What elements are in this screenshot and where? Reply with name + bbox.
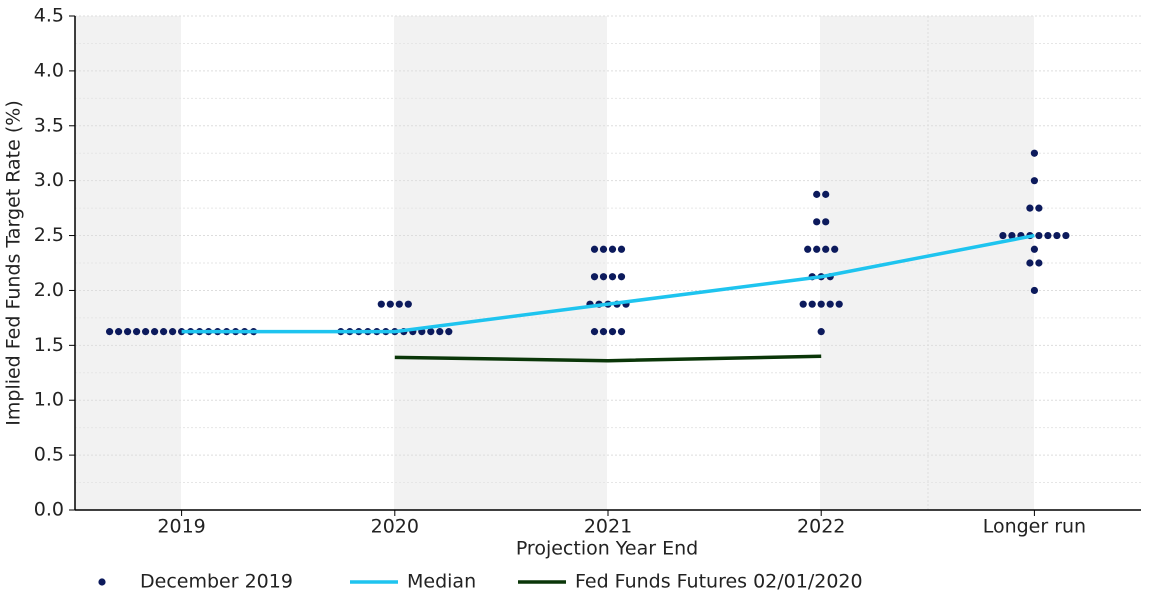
dot bbox=[817, 328, 825, 336]
y-tick-label: 0.5 bbox=[34, 444, 64, 466]
dot bbox=[813, 218, 821, 226]
dot bbox=[1053, 231, 1061, 240]
x-tick-label: 2020 bbox=[371, 516, 419, 538]
dot bbox=[599, 328, 608, 336]
x-tick-label: 2019 bbox=[157, 516, 205, 538]
dot bbox=[395, 300, 403, 308]
dot bbox=[151, 328, 159, 336]
dot bbox=[1030, 177, 1038, 185]
dot bbox=[1008, 231, 1016, 240]
dot bbox=[106, 328, 114, 336]
legend-label: Fed Funds Futures 02/01/2020 bbox=[575, 571, 863, 593]
dot bbox=[133, 328, 141, 336]
dot bbox=[831, 245, 839, 253]
dot bbox=[1030, 149, 1038, 157]
legend-symbol bbox=[98, 578, 106, 586]
dot bbox=[160, 328, 168, 336]
dot bbox=[436, 328, 444, 336]
dot bbox=[377, 300, 385, 308]
line bbox=[181, 233, 1035, 334]
dot bbox=[813, 245, 821, 253]
y-tick-label: 2.5 bbox=[34, 224, 64, 246]
dot bbox=[608, 245, 617, 253]
y-tick-label: 2.0 bbox=[34, 279, 64, 301]
dot bbox=[826, 300, 834, 308]
dot bbox=[590, 328, 599, 336]
dot bbox=[822, 190, 830, 198]
legend-label: December 2019 bbox=[140, 571, 293, 593]
dot bbox=[1035, 259, 1043, 267]
dot bbox=[804, 245, 812, 253]
y-tick-label: 4.5 bbox=[34, 5, 64, 27]
dot bbox=[142, 328, 150, 336]
dot bbox=[1035, 231, 1043, 240]
dot bbox=[1026, 204, 1034, 212]
dot bbox=[1035, 204, 1043, 212]
dot bbox=[590, 273, 599, 281]
dot bbox=[799, 300, 807, 308]
dot bbox=[1044, 231, 1052, 240]
dot bbox=[1062, 231, 1070, 240]
x-tick-label: 2022 bbox=[797, 516, 845, 538]
dot bbox=[599, 273, 608, 281]
dot bbox=[822, 245, 830, 253]
dot bbox=[124, 328, 132, 336]
dot bbox=[404, 300, 412, 308]
dot bbox=[608, 328, 617, 336]
x-axis-title: Projection Year End bbox=[516, 538, 698, 560]
line bbox=[394, 354, 822, 363]
y-axis-title: Implied Fed Funds Target Rate (%) bbox=[3, 100, 25, 425]
dot bbox=[590, 245, 599, 253]
dot bbox=[999, 231, 1007, 240]
dot bbox=[115, 328, 123, 336]
dot bbox=[1030, 286, 1038, 295]
dot bbox=[386, 300, 394, 308]
dot bbox=[617, 328, 626, 336]
dot bbox=[169, 328, 177, 336]
y-tick-label: 4.0 bbox=[34, 59, 64, 81]
x-tick-label: 2021 bbox=[584, 516, 632, 538]
dot bbox=[822, 218, 830, 226]
dot bbox=[813, 190, 821, 198]
dot bbox=[817, 300, 825, 308]
dot bbox=[608, 273, 617, 281]
dot bbox=[617, 273, 626, 281]
dot bbox=[427, 328, 435, 336]
dot bbox=[617, 245, 626, 253]
y-tick-label: 1.0 bbox=[34, 389, 64, 411]
dot bbox=[1030, 245, 1038, 253]
y-tick-label: 1.5 bbox=[34, 334, 64, 356]
y-tick-label: 3.0 bbox=[34, 169, 64, 191]
dot bbox=[835, 300, 843, 308]
y-tick-label: 3.5 bbox=[34, 114, 64, 136]
y-tick-label: 0.0 bbox=[34, 499, 64, 521]
legend-label: Median bbox=[407, 571, 476, 593]
dot bbox=[1026, 259, 1034, 267]
dot bbox=[599, 245, 608, 253]
dot bbox=[808, 300, 816, 308]
dot bbox=[445, 328, 453, 336]
x-tick-label: Longer run bbox=[983, 516, 1086, 538]
